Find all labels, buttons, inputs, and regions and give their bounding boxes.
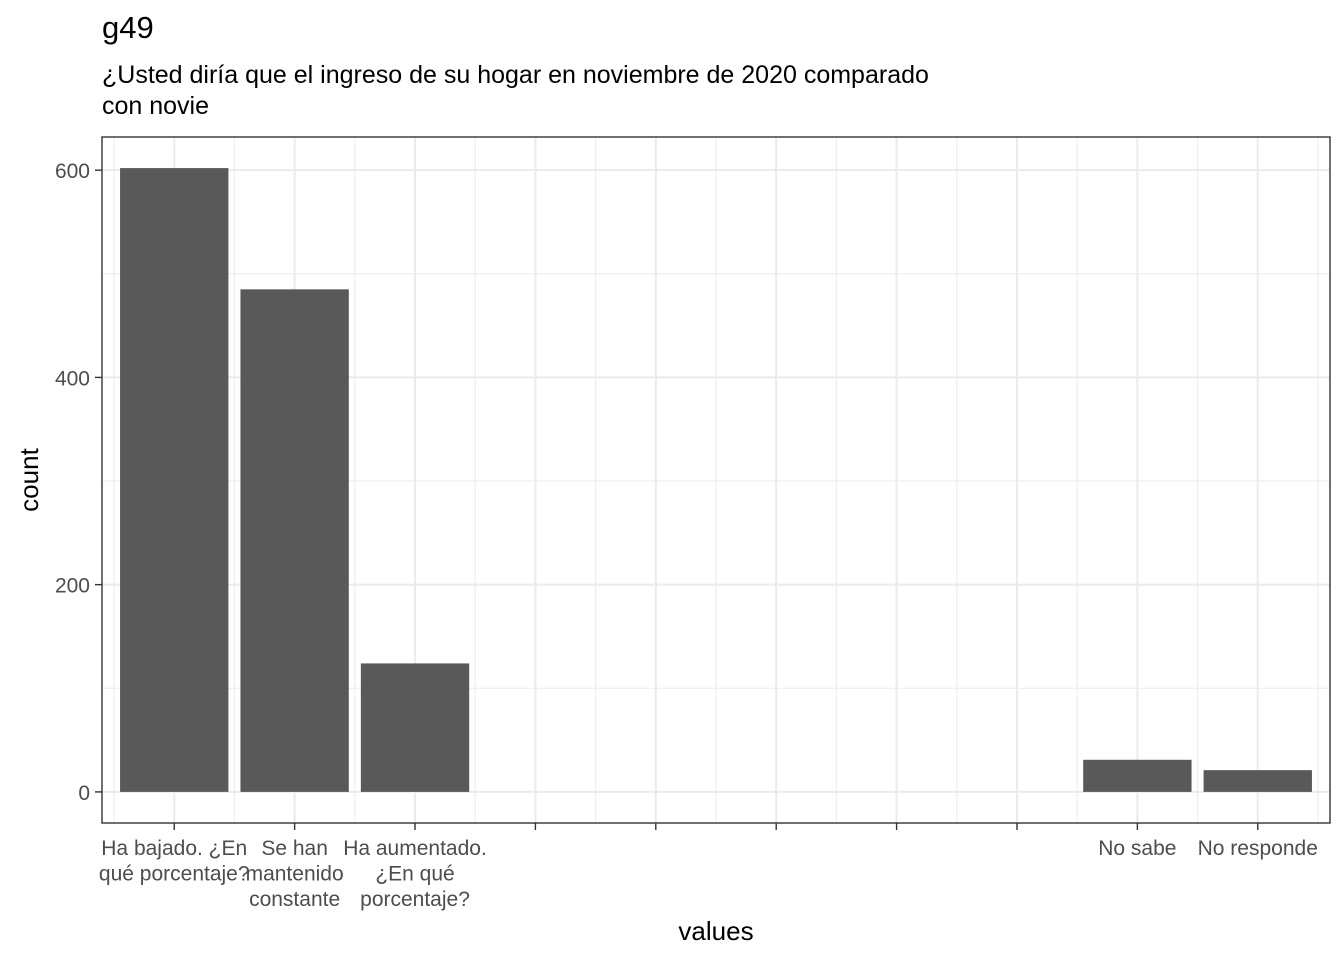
x-axis: Ha bajado. ¿En qué porcentaje?Se han mante…: [99, 823, 1318, 911]
y-axis: 0 200 400 600: [55, 160, 102, 805]
panel-border: [101, 136, 1331, 824]
bar: [1203, 770, 1312, 792]
bar: [120, 168, 229, 792]
bars: [120, 168, 1312, 792]
x-tick-label: Ha bajado. ¿En qué porcentaje?: [99, 837, 250, 886]
bar: [1083, 759, 1192, 792]
y-tick-label: 600: [55, 160, 90, 183]
x-tick-label: No sabe: [1098, 837, 1176, 860]
chart-title: g49: [102, 10, 154, 45]
y-tick-label: 400: [55, 367, 90, 390]
bar: [360, 663, 470, 792]
y-tick-label: 200: [55, 575, 90, 598]
x-tick-label: Se han mantenido constante: [246, 837, 344, 911]
x-tick-label: No responde: [1198, 837, 1318, 860]
y-axis-title: count: [14, 447, 44, 511]
y-tick-label: 0: [78, 782, 90, 805]
bar: [240, 289, 349, 792]
chart-subtitle: ¿Usted diría que el ingreso de su hogar …: [102, 61, 929, 120]
x-tick-label: Ha aumentado. ¿En qué porcentaje?: [343, 837, 487, 911]
x-axis-title: values: [678, 916, 753, 946]
